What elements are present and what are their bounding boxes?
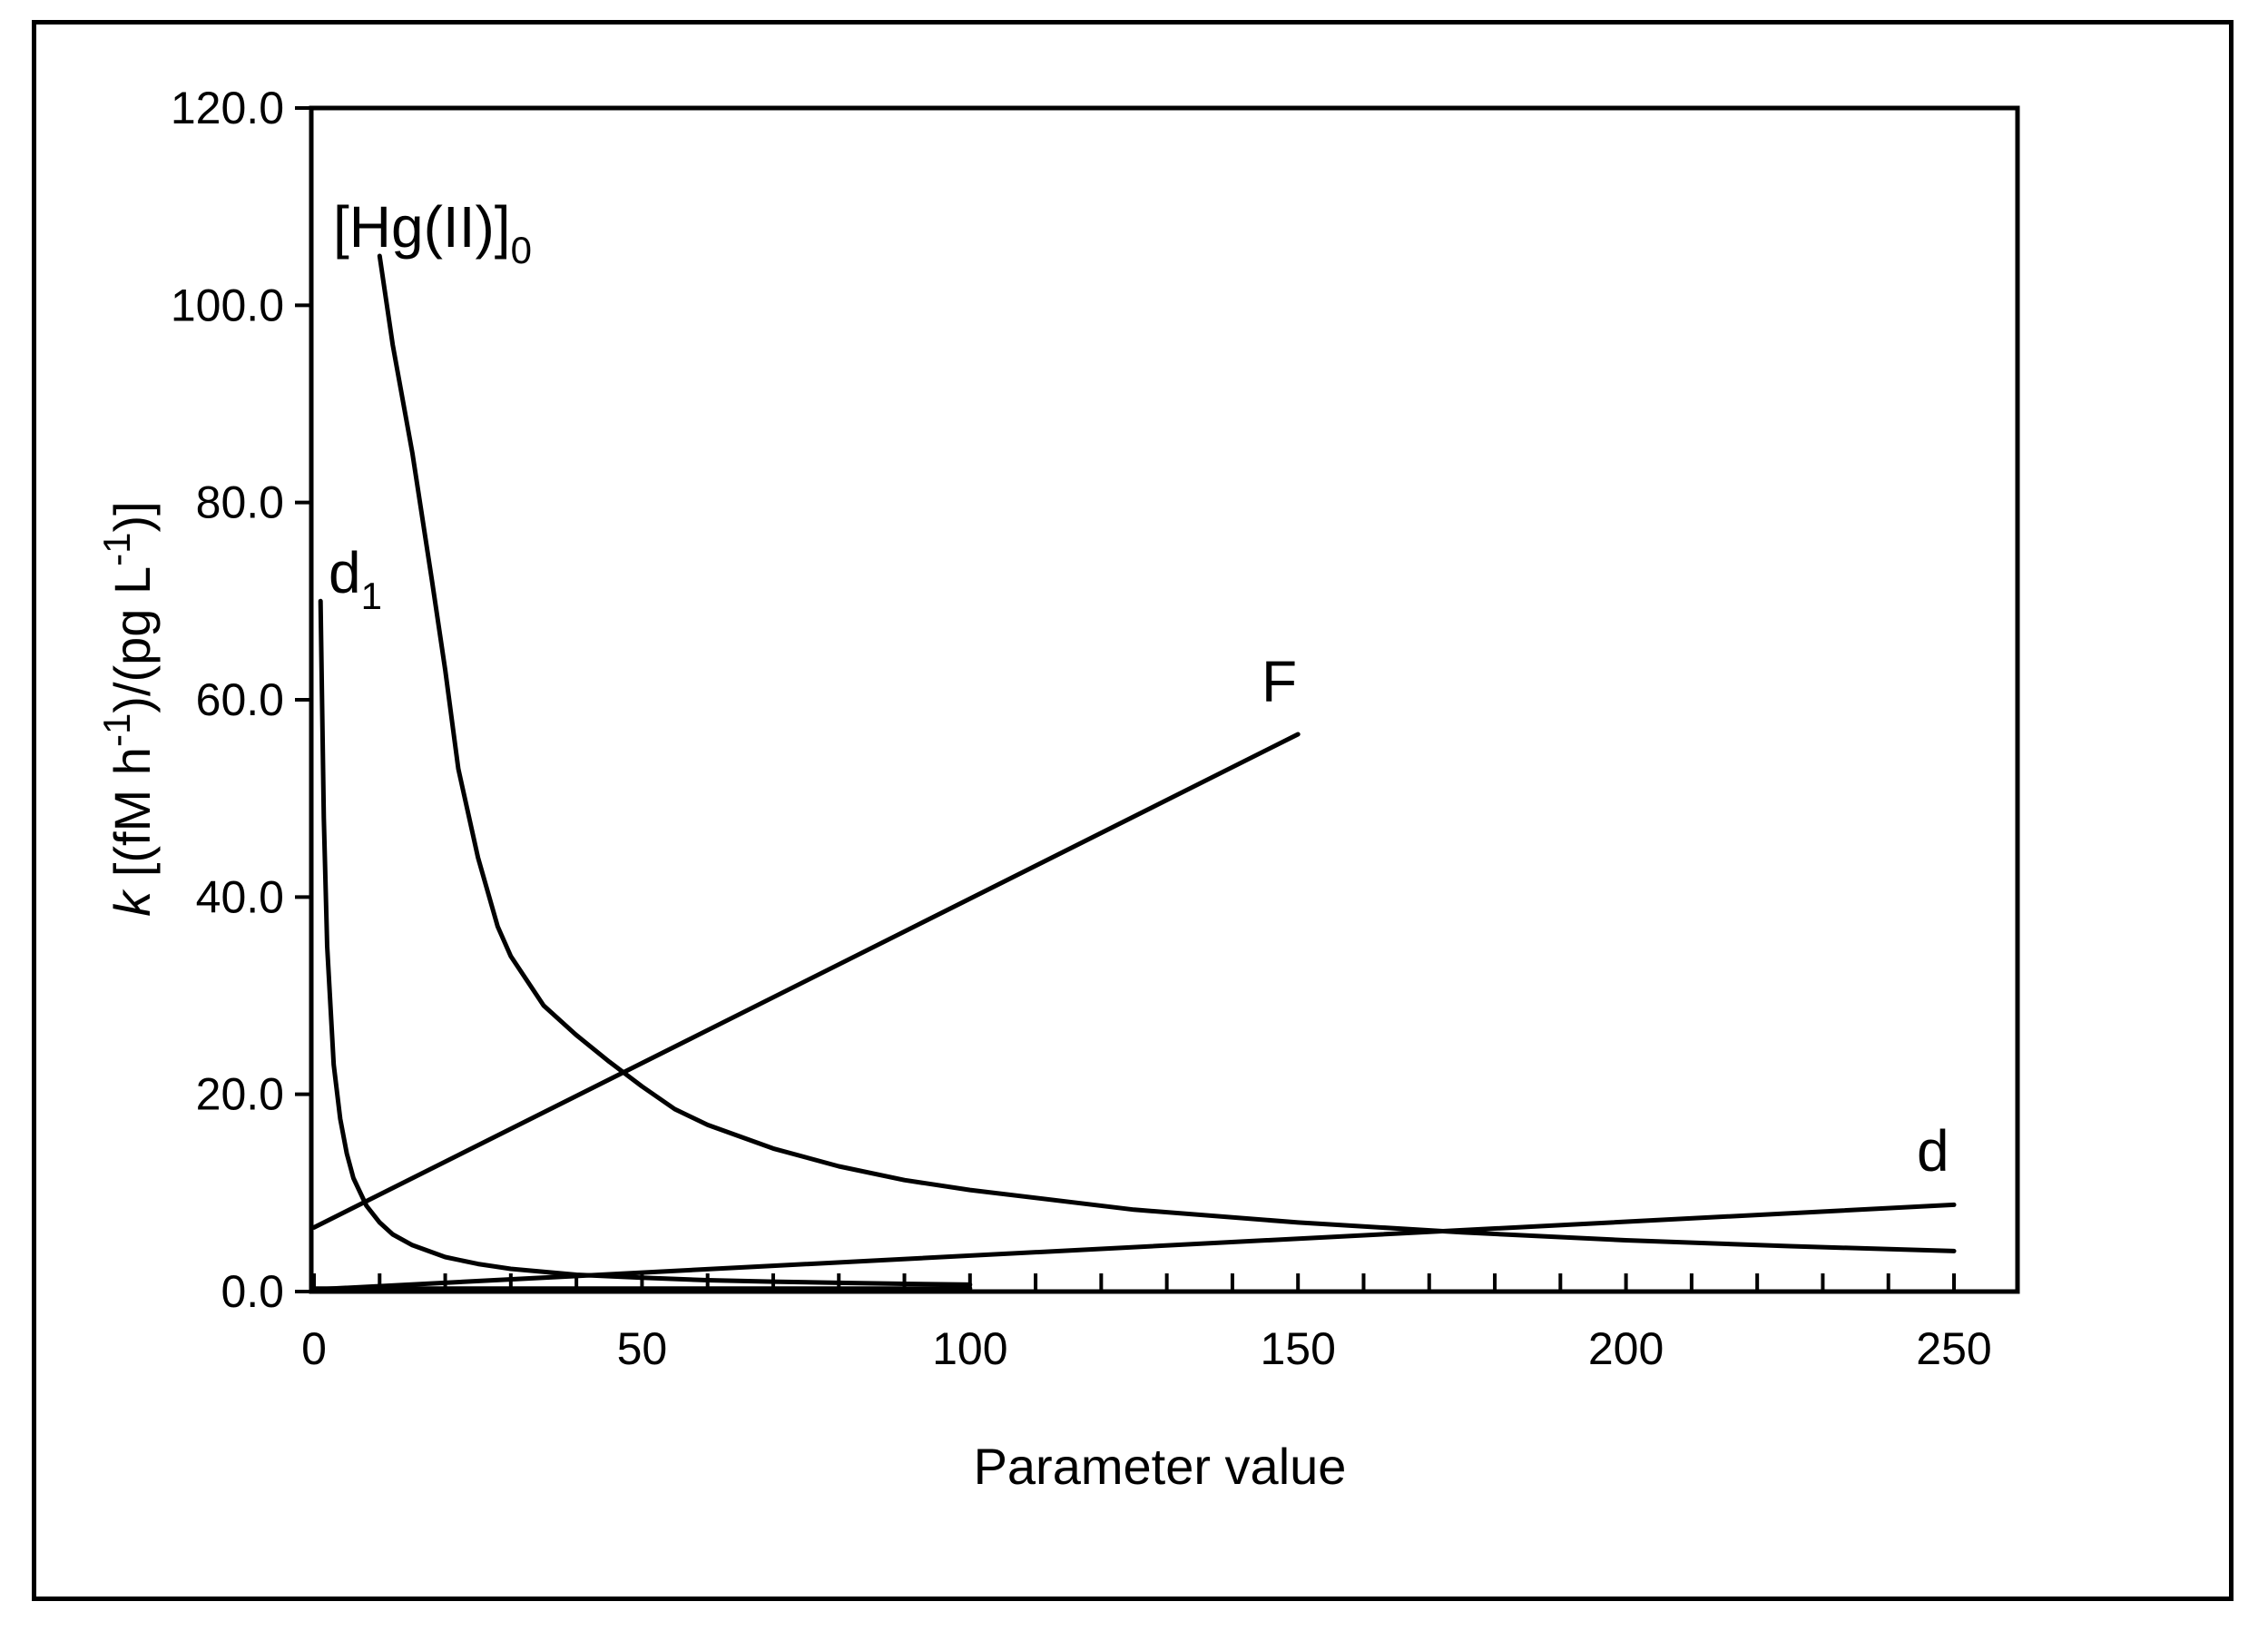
label-layer: 0.0 20.0 40.0 60.0 80.0 100.0 120.0 0 50 100 150 20… [171,83,1992,1374]
x-axis-title: Parameter value [974,1438,1347,1495]
y-tick-label: 80.0 [196,477,284,528]
y-axis-title: k [(fM h-1)/(pg L-1)] [95,501,161,916]
y-axis-units-sup1: -1 [95,713,138,747]
figure-frame [32,20,2234,1601]
y-tick-label: 20.0 [196,1069,284,1120]
y-tick-label: 0.0 [221,1266,284,1317]
x-tick-label: 200 [1588,1323,1664,1374]
series-line-F [311,732,1301,1230]
tick-layer [295,106,1956,1293]
series-line-hg [377,253,1957,1253]
x-tick-label: 50 [617,1323,668,1374]
series-label-d1: d1 [329,540,382,617]
y-tick-label: 100.0 [171,280,284,330]
y-axis-units-sup2: -1 [95,532,138,565]
y-tick-label: 120.0 [171,83,284,133]
y-axis-units-part3: )] [103,501,161,532]
y-axis-units-part2: )/(pg L [103,566,161,713]
y-tick-label: 60.0 [196,674,284,725]
plot-area-border [309,105,2020,1294]
y-tick-label: 40.0 [196,871,284,922]
series-layer [311,253,1957,1292]
x-tick-label: 250 [1916,1323,1991,1374]
series-line-d1 [318,598,973,1287]
x-tick-label: 100 [932,1323,1007,1374]
series-label-hg: [Hg(II)]0 [333,194,532,271]
series-label-F: F [1262,649,1297,714]
x-tick-label: 0 [301,1323,327,1374]
y-axis-units-part1: [(fM h [103,747,161,891]
series-line-d [311,1202,1957,1292]
x-tick-label: 150 [1260,1323,1335,1374]
y-axis-symbol: k [103,889,161,917]
series-label-d: d [1917,1118,1949,1184]
